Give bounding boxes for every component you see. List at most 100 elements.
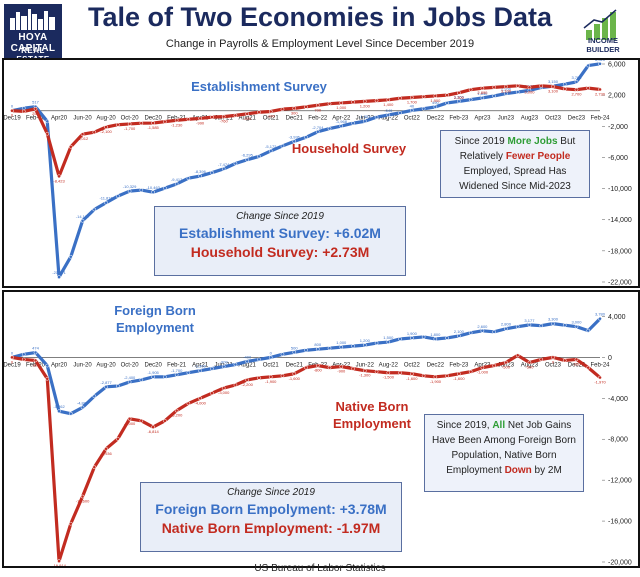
- data-label: -13,600: [76, 499, 90, 504]
- data-point: [574, 324, 579, 329]
- data-point: [433, 337, 438, 341]
- data-point: [515, 324, 520, 329]
- data-point: [245, 359, 250, 364]
- data-label: -11,816: [99, 196, 113, 201]
- data-point: [245, 157, 250, 162]
- data-point: [304, 348, 308, 353]
- top-summary-household: Household Survey: +2.73M: [190, 244, 370, 260]
- data-label: -760: [220, 119, 229, 124]
- x-tick-label: Oct22: [404, 116, 421, 122]
- x-tick-label: Aug21: [239, 362, 257, 368]
- bottom-note-all: All: [492, 420, 506, 431]
- data-point: [45, 376, 50, 381]
- data-point: [562, 82, 567, 87]
- data-label: 2,600: [477, 324, 488, 329]
- data-label: -3,000: [218, 390, 230, 395]
- data-point: [492, 94, 497, 98]
- data-label: 6,020: [595, 60, 606, 62]
- top-note-text-3: Employed, Spread Has Widened Since Mid-2…: [459, 166, 571, 192]
- x-tick-label: Apr20: [51, 116, 68, 122]
- data-label: 3,780: [595, 312, 606, 317]
- data-point: [174, 372, 179, 377]
- data-point: [315, 363, 320, 368]
- data-label: -1,905: [147, 370, 159, 375]
- establishment-household-chart: 6,000 2,000 -2,000 -6,000 -10,000 -14,000 -18,…: [4, 60, 632, 286]
- x-tick-label: Oct-20: [121, 362, 140, 368]
- data-point: [327, 365, 332, 370]
- data-label: -1,585: [147, 125, 159, 130]
- data-point: [92, 207, 97, 212]
- data-point: [68, 411, 73, 416]
- data-point: [33, 350, 38, 355]
- x-tick-label: Dec23: [568, 116, 586, 122]
- x-tick-label: Aug-20: [96, 116, 116, 122]
- data-point: [92, 465, 97, 470]
- y-tick-label: -18,000: [608, 248, 632, 255]
- data-point: [574, 357, 579, 362]
- data-label: 1,200: [454, 94, 465, 99]
- x-tick-label: Feb-20: [26, 116, 46, 122]
- data-point: [45, 363, 50, 368]
- data-point: [257, 375, 261, 380]
- y-tick-label: -8,000: [608, 437, 628, 444]
- data-point: [221, 114, 226, 119]
- data-point: [504, 326, 508, 331]
- data-point: [374, 115, 379, 120]
- data-point: [33, 358, 38, 363]
- data-point: [374, 341, 379, 345]
- x-tick-label: Feb-22: [308, 116, 328, 122]
- data-label: -1,600: [289, 376, 301, 381]
- data-point: [68, 521, 73, 526]
- data-point: [445, 101, 449, 105]
- x-tick-label: Dec20: [144, 116, 162, 122]
- data-point: [104, 125, 108, 129]
- data-label: -1,700: [171, 368, 183, 373]
- data-label: -3,936: [289, 134, 301, 139]
- data-label: 1,400: [383, 102, 394, 107]
- data-point: [127, 189, 132, 193]
- x-tick-label: Oct22: [404, 362, 421, 368]
- data-point: [45, 131, 50, 136]
- data-point: [198, 174, 203, 178]
- x-tick-label: Oct23: [545, 362, 562, 368]
- data-point: [139, 418, 144, 423]
- series-establishment-survey: 0 517 -21,371 -14,137 -11,816 -10,329 -10,463 -…: [10, 60, 606, 279]
- income-builder-logo: INCOME BUILDER: [572, 8, 634, 54]
- x-tick-label: Oct21: [263, 362, 280, 368]
- data-label: 0: [11, 104, 14, 109]
- data-point: [115, 122, 120, 127]
- data-point: [245, 111, 250, 116]
- data-point: [245, 378, 250, 382]
- data-point: [92, 130, 97, 135]
- data-point: [409, 108, 414, 113]
- data-point: [174, 118, 179, 123]
- data-point: [598, 316, 602, 321]
- data-label: -8,936: [100, 451, 112, 456]
- data-label: -1,968: [336, 119, 348, 124]
- x-tick-label: Feb-23: [449, 362, 469, 368]
- data-point: [409, 95, 414, 100]
- x-tick-label: Feb-20: [26, 362, 46, 368]
- data-point: [409, 371, 414, 376]
- data-label: -10,463: [146, 185, 160, 190]
- data-point: [304, 104, 308, 109]
- data-point: [457, 334, 461, 338]
- data-label: -1,600: [406, 376, 418, 381]
- data-label: -1,900: [265, 379, 277, 384]
- data-point: [198, 116, 203, 121]
- data-point: [327, 101, 332, 106]
- data-point: [504, 84, 508, 89]
- data-point: [374, 369, 379, 374]
- data-point: [421, 94, 426, 99]
- bottom-summary-foreign: Foreign Born Empolyment: +3.78M: [155, 501, 387, 517]
- data-label: 1,000: [336, 340, 347, 345]
- x-tick-label: Dec19: [4, 116, 21, 122]
- data-point: [198, 368, 203, 373]
- data-point: [339, 345, 344, 350]
- data-point: [80, 218, 85, 223]
- data-point: [104, 200, 108, 205]
- data-point: [551, 355, 555, 360]
- data-point: [221, 386, 226, 390]
- data-label: 2,730: [595, 91, 606, 96]
- data-point: [163, 119, 167, 124]
